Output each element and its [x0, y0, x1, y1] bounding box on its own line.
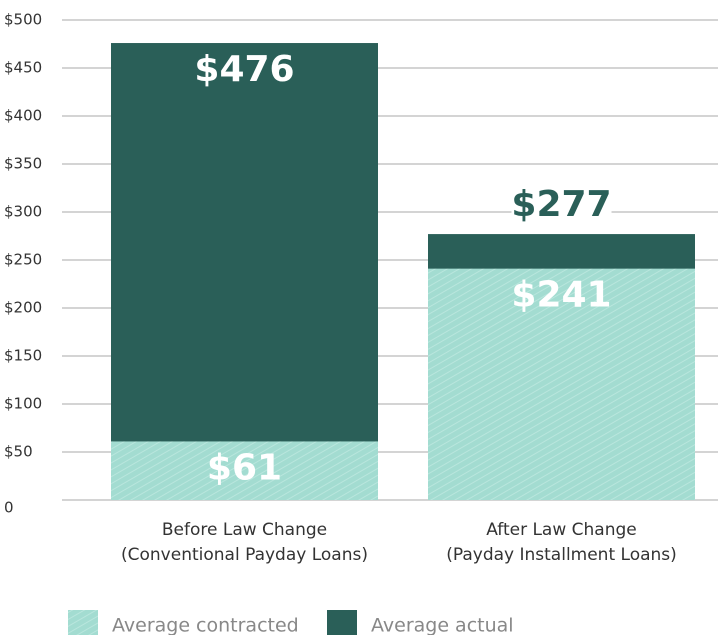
- x-tick-label: (Payday Installment Loans): [446, 545, 677, 565]
- bar: [111, 441, 378, 500]
- value-label: $277: [511, 184, 611, 225]
- y-tick-label: $50: [4, 443, 33, 461]
- y-tick-label: $150: [4, 347, 42, 365]
- x-tick-label: Before Law Change: [162, 520, 327, 540]
- y-tick-label: $400: [4, 107, 42, 125]
- y-tick-label: $100: [4, 395, 42, 413]
- legend-label: Average actual: [371, 615, 514, 635]
- legend-label: Average contracted: [112, 615, 299, 635]
- value-label: $476: [194, 49, 294, 90]
- y-tick-label: $200: [4, 299, 42, 317]
- y-tick-label: $300: [4, 203, 42, 221]
- legend-swatch: [327, 610, 357, 635]
- y-tick-label: $350: [4, 155, 42, 173]
- y-tick-label: $500: [4, 11, 42, 29]
- y-tick-label: $450: [4, 59, 42, 77]
- legend-swatch: [68, 610, 98, 635]
- bar: [111, 43, 378, 500]
- x-tick-label: (Conventional Payday Loans): [121, 545, 368, 565]
- y-tick-label: $250: [4, 251, 42, 269]
- bar: [428, 268, 695, 500]
- value-label: $241: [511, 275, 611, 316]
- x-tick-label: After Law Change: [486, 520, 637, 540]
- y-tick-label: 0: [4, 499, 14, 517]
- value-label: $61: [207, 447, 282, 488]
- label-bg: [511, 186, 612, 227]
